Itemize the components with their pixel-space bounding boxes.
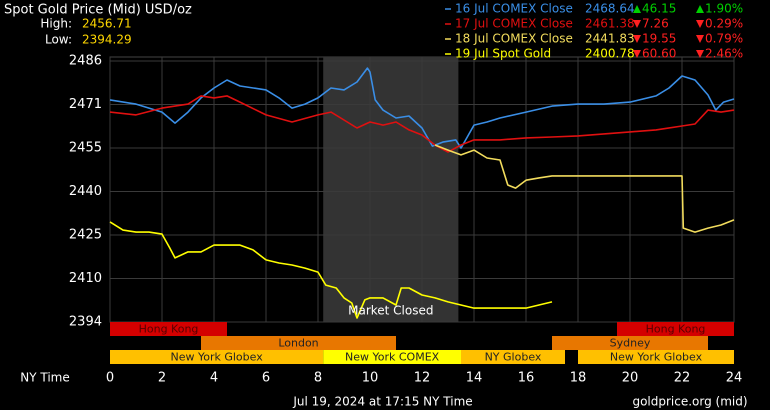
- legend-pct: 1.90%: [705, 2, 743, 16]
- session-label: New York Globex: [610, 351, 703, 364]
- change-arrow: [696, 35, 704, 43]
- high-value: 2456.71: [82, 17, 132, 31]
- legend-change: 19.55: [642, 32, 676, 46]
- high-label: High:: [40, 17, 72, 31]
- footer-date: Jul 19, 2024 at 17:15 NY Time: [292, 395, 472, 409]
- legend-change: 60.60: [642, 47, 676, 61]
- change-arrow: [696, 5, 704, 13]
- session-bar: [461, 350, 565, 364]
- y-tick-label: 2486: [69, 54, 102, 69]
- y-tick-label: 2410: [69, 271, 102, 286]
- legend-price: 2461.38: [585, 17, 635, 31]
- change-arrow: [633, 50, 641, 58]
- session-bar: [201, 336, 396, 350]
- x-tick-label: 6: [262, 371, 270, 386]
- change-arrow: [696, 50, 704, 58]
- session-bar: [617, 322, 734, 336]
- session-bar: [110, 350, 324, 364]
- chart-title: Spot Gold Price (Mid) USD/oz: [4, 3, 192, 18]
- x-tick-label: 10: [362, 371, 379, 386]
- x-tick-label: 18: [570, 371, 587, 386]
- legend-price: 2468.64: [585, 2, 635, 16]
- session-label: New York COMEX: [345, 351, 440, 364]
- y-tick-label: 2440: [69, 184, 102, 199]
- session-label: Hong Kong: [646, 323, 706, 336]
- legend-change: 7.26: [642, 17, 669, 31]
- x-tick-label: 16: [518, 371, 535, 386]
- legend-pct: 2.46%: [705, 47, 743, 61]
- x-tick-label: 2: [158, 371, 166, 386]
- legend-name: 17 Jul COMEX Close: [455, 17, 573, 31]
- series-line: [434, 144, 735, 233]
- change-arrow: [696, 20, 704, 28]
- legend-change: 46.15: [642, 2, 676, 16]
- legend-price: 2441.83: [585, 32, 635, 46]
- legend-price: 2400.78: [585, 47, 635, 61]
- session-bar: [110, 322, 227, 336]
- x-axis-label: NY Time: [20, 371, 70, 385]
- change-arrow: [633, 20, 641, 28]
- series-line: [109, 221, 553, 319]
- legend-name: 19 Jul Spot Gold: [455, 47, 551, 61]
- x-tick-label: 20: [622, 371, 639, 386]
- y-tick-label: 2394: [69, 315, 102, 330]
- series-line: [109, 67, 735, 149]
- y-tick-label: 2455: [69, 141, 102, 156]
- x-tick-label: 8: [314, 371, 322, 386]
- x-tick-label: 0: [106, 371, 114, 386]
- session-label: NY Globex: [485, 351, 542, 364]
- x-tick-label: 12: [414, 371, 431, 386]
- session-bar: [578, 350, 734, 364]
- session-label: Sydney: [610, 337, 651, 350]
- session-bar: [552, 336, 708, 350]
- session-label: Hong Kong: [139, 323, 199, 336]
- legend-name: 18 Jul COMEX Close: [455, 32, 573, 46]
- series-line: [109, 95, 735, 153]
- x-tick-label: 24: [726, 371, 743, 386]
- low-label: Low:: [45, 33, 72, 47]
- session-bar: [323, 350, 461, 364]
- low-value: 2394.29: [82, 33, 132, 47]
- session-label: New York Globex: [170, 351, 263, 364]
- change-arrow: [633, 35, 641, 43]
- legend-pct: 0.79%: [705, 32, 743, 46]
- legend-pct: 0.29%: [705, 17, 743, 31]
- x-tick-label: 14: [466, 371, 483, 386]
- footer-source: goldprice.org (mid): [632, 395, 747, 409]
- market-closed-region: [323, 57, 459, 322]
- y-tick-label: 2471: [69, 97, 102, 112]
- x-tick-label: 4: [210, 371, 218, 386]
- change-arrow: [633, 5, 641, 13]
- session-label: London: [278, 337, 318, 350]
- x-tick-label: 22: [674, 371, 691, 386]
- market-closed-label: Market Closed: [348, 304, 433, 318]
- legend-name: 16 Jul COMEX Close: [455, 2, 573, 16]
- y-tick-label: 2425: [69, 227, 102, 242]
